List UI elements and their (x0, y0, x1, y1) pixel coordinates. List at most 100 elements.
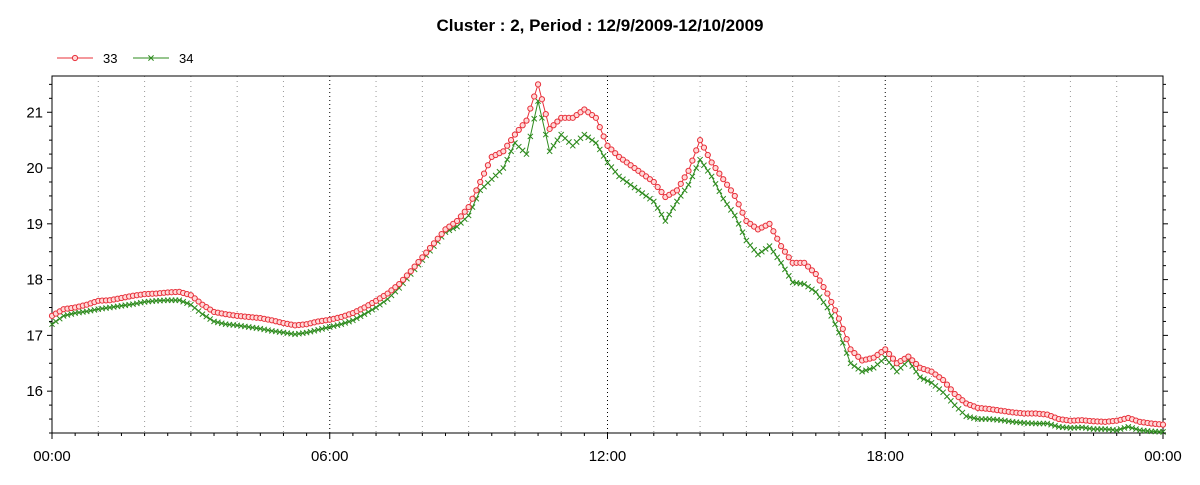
data-point (473, 187, 480, 194)
data-point (515, 126, 522, 134)
data-point (758, 248, 765, 255)
data-point (531, 115, 538, 122)
data-point (639, 190, 646, 197)
data-point (534, 81, 542, 88)
data-point (824, 304, 831, 311)
plot-area-frame (51, 75, 1164, 434)
data-point (477, 178, 484, 186)
y-tick-label: 19 (26, 216, 43, 233)
data-point (808, 267, 816, 274)
data-point (693, 165, 700, 171)
data-point (654, 183, 661, 191)
data-point (203, 313, 210, 320)
data-point (843, 336, 850, 343)
y-tick-label: 21 (26, 104, 43, 121)
data-point (751, 246, 758, 253)
data-point (716, 170, 723, 177)
data-point (600, 133, 607, 140)
data-point (399, 276, 407, 283)
x-tick-label: 12:00 (589, 448, 627, 465)
data-point (480, 170, 488, 177)
data-point (419, 254, 426, 261)
data-point (677, 192, 684, 199)
data-point (148, 55, 154, 61)
data-point (809, 286, 815, 293)
data-point (392, 284, 399, 291)
data-point (905, 353, 912, 360)
data-point (766, 243, 773, 250)
data-point (828, 312, 835, 319)
data-point (727, 206, 734, 213)
data-point (804, 263, 812, 270)
data-point (523, 117, 530, 124)
data-point (180, 298, 187, 305)
data-point (1113, 427, 1120, 434)
data-point (658, 211, 665, 218)
data-point (542, 131, 549, 138)
data-point (542, 111, 549, 118)
legend-item-34: 34 (133, 51, 193, 66)
data-point (820, 283, 827, 291)
data-point (504, 142, 511, 149)
data-point (839, 325, 846, 332)
data-point (612, 168, 619, 175)
data-point (689, 173, 696, 180)
data-point (654, 205, 661, 211)
data-point (955, 394, 962, 401)
data-point (589, 137, 596, 144)
data-point (712, 164, 719, 172)
data-point (52, 318, 59, 325)
data-point (727, 187, 735, 194)
data-point (523, 151, 530, 158)
data-point (365, 309, 372, 315)
data-point (646, 195, 653, 202)
data-point (373, 304, 379, 311)
y-tick-label: 18 (26, 272, 43, 289)
data-point (754, 251, 761, 258)
data-point (650, 198, 657, 205)
data-point (673, 187, 681, 194)
data-point (762, 245, 769, 252)
data-point (184, 300, 190, 307)
data-point (913, 360, 920, 368)
data-point (704, 167, 711, 174)
data-point (195, 298, 202, 305)
data-point (554, 118, 561, 125)
data-point (619, 176, 626, 183)
data-point (685, 181, 692, 188)
data-point (947, 386, 954, 393)
data-point (403, 272, 411, 279)
data-point (712, 180, 719, 187)
data-point (504, 156, 511, 163)
data-point (832, 307, 839, 314)
data-point (920, 376, 927, 383)
data-point (581, 131, 588, 138)
data-point (349, 317, 356, 324)
data-point (511, 131, 519, 138)
data-point (777, 243, 785, 250)
data-point (820, 299, 827, 306)
data-point (685, 167, 692, 174)
data-point (519, 122, 526, 129)
data-point (666, 211, 673, 218)
data-point (824, 290, 831, 297)
data-point (816, 294, 823, 301)
data-point (847, 346, 854, 353)
data-point (816, 277, 823, 284)
data-point (781, 248, 789, 255)
data-point (700, 162, 707, 169)
data-point (778, 259, 785, 266)
data-point (731, 212, 738, 219)
y-tick-label: 17 (26, 327, 43, 344)
data-point (49, 321, 55, 328)
x-tick-label: 00:00 (1144, 448, 1182, 465)
data-point (643, 192, 650, 199)
data-point (71, 54, 79, 62)
data-point (411, 263, 418, 270)
axes: 00:00 06:00 12:00 18:00 00:00 16 17 18 19 20 21 (26, 83, 1182, 465)
data-point (670, 205, 677, 211)
data-point (723, 181, 731, 188)
data-point (369, 306, 376, 313)
data-point (739, 209, 746, 216)
data-point (805, 283, 812, 290)
